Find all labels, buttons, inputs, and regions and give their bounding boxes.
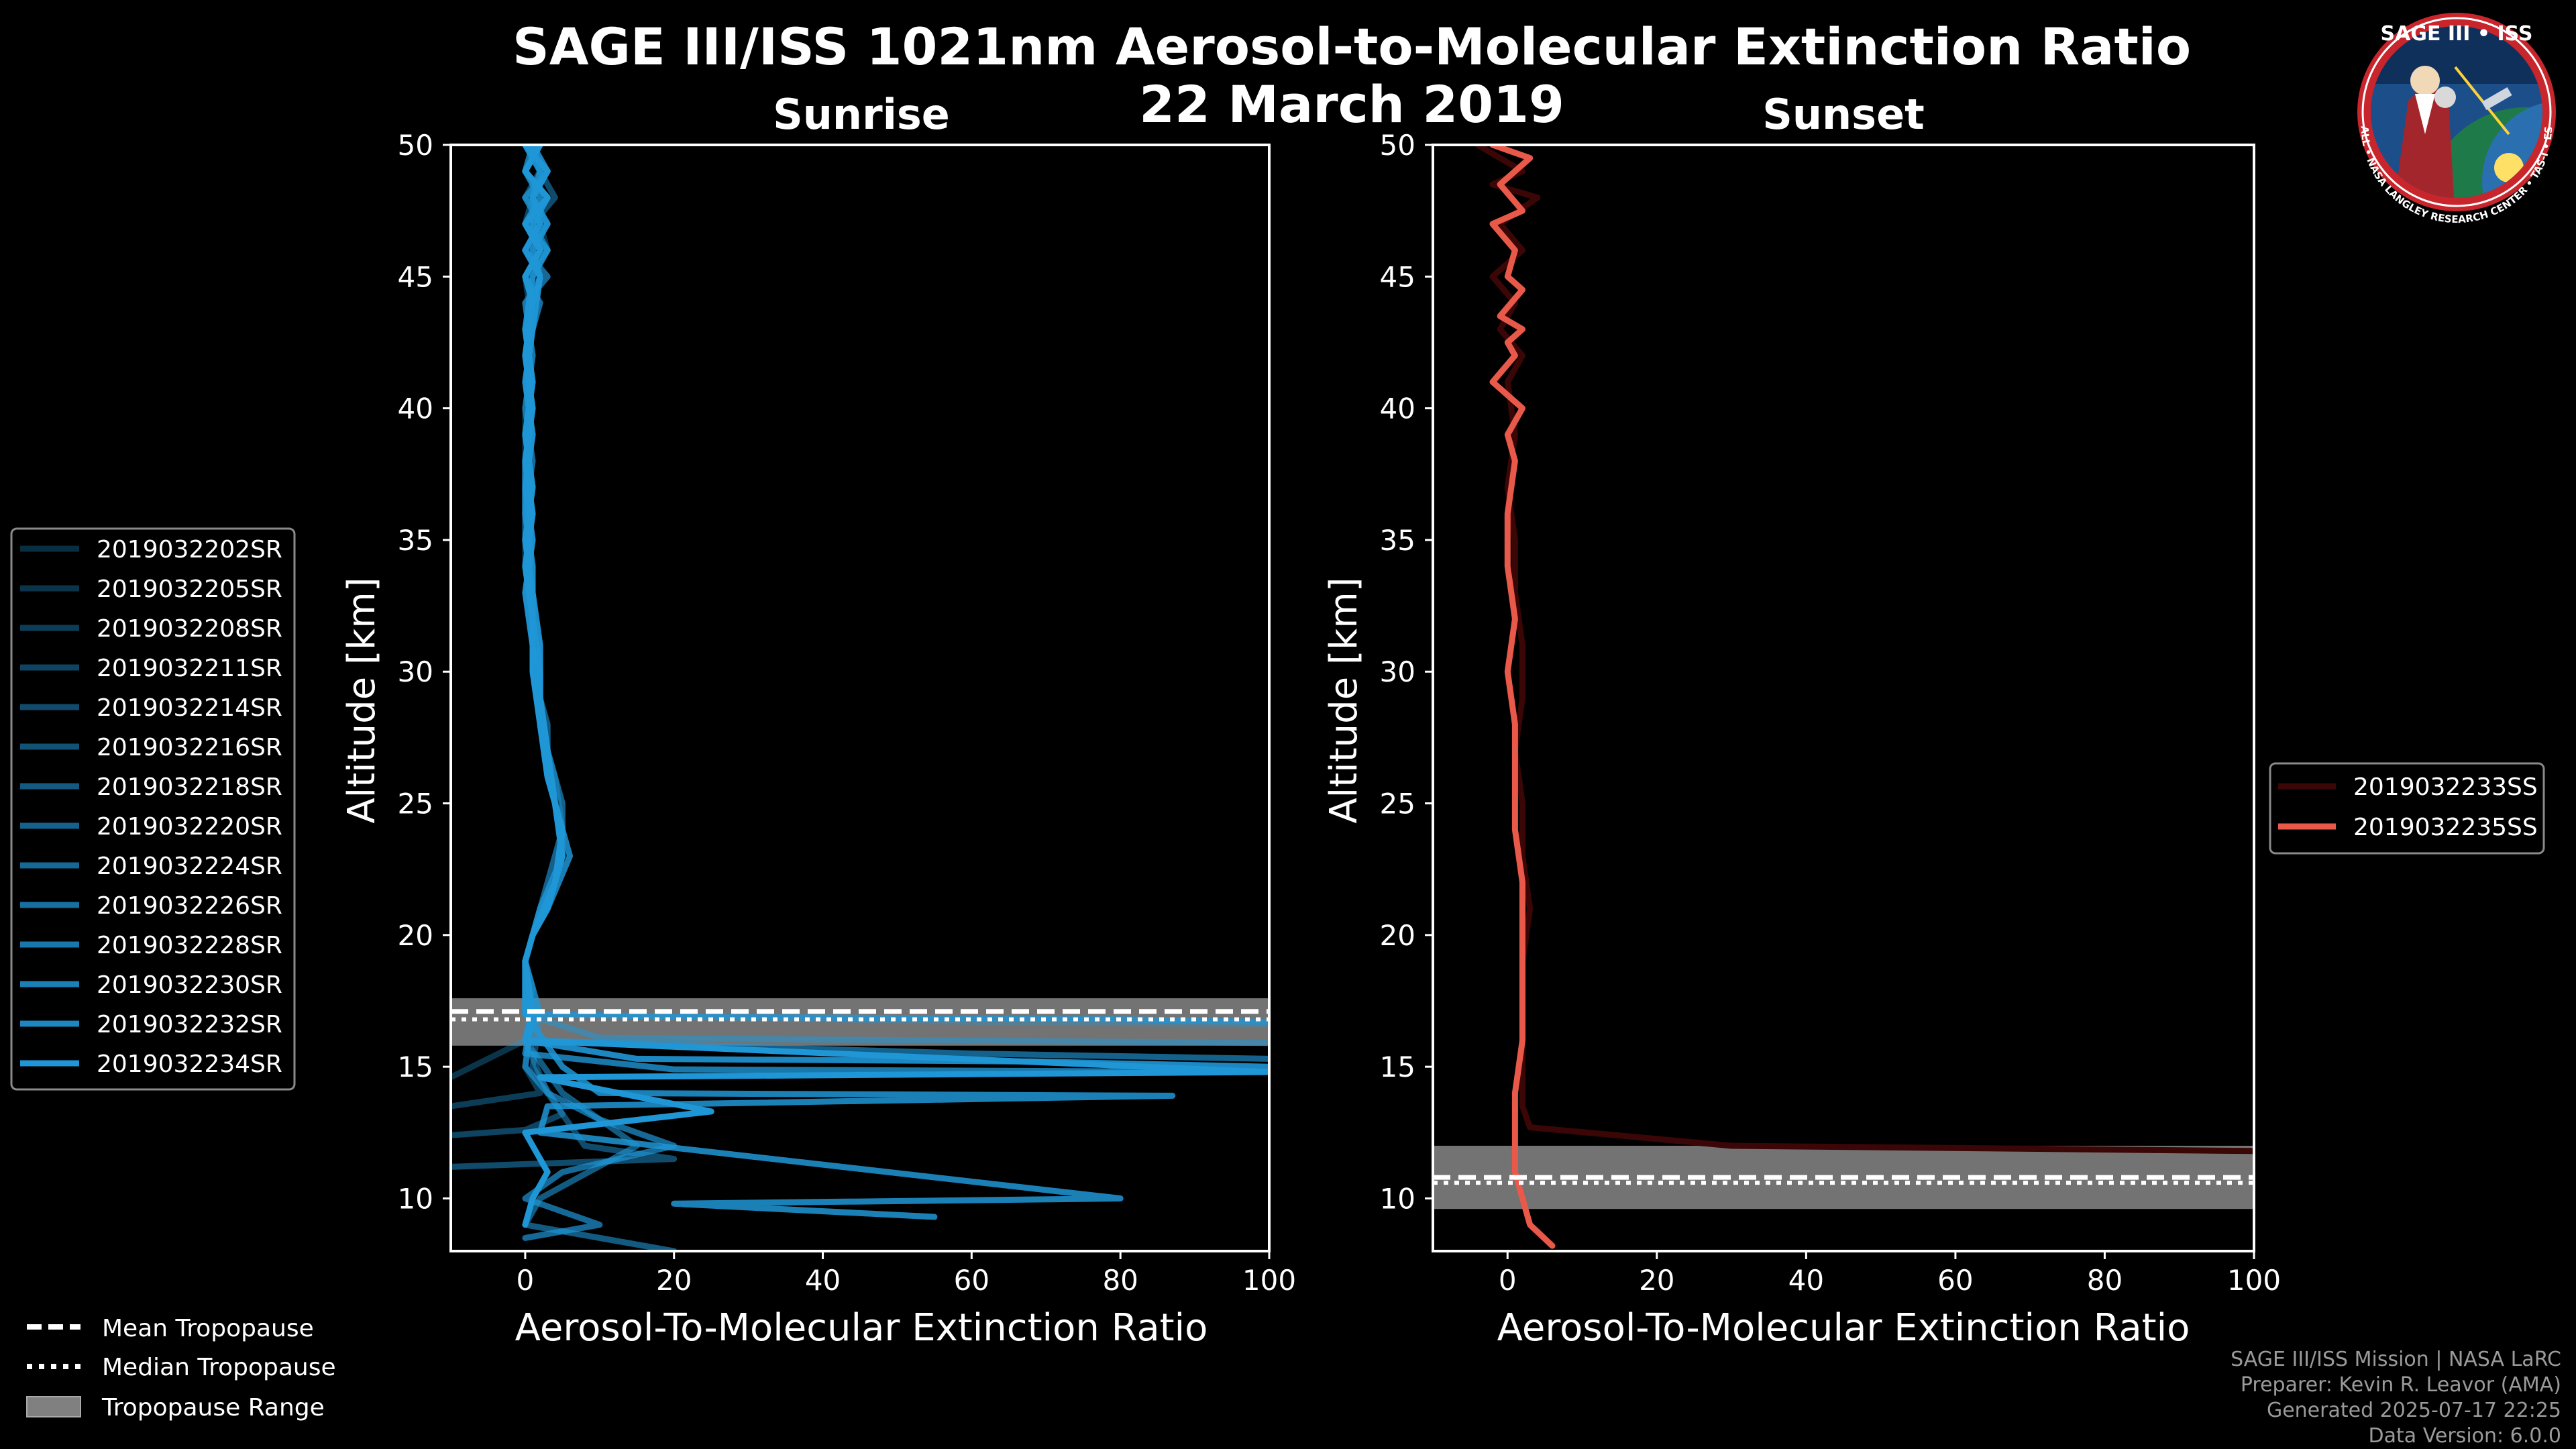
sunrise-legend-label: 2019032230SR — [97, 971, 282, 999]
tropopause-range-swatch — [26, 1396, 81, 1417]
sunrise-xtick-label: 0 — [517, 1264, 535, 1297]
sunrise-ytick-label: 20 — [398, 919, 433, 952]
sunrise-legend-label: 2019032234SR — [97, 1051, 282, 1078]
sunset-legend-label: 2019032235SS — [2353, 814, 2538, 841]
sunrise-legend: 2019032202SR 2019032205SR 2019032208SR 2019… — [10, 527, 296, 1091]
sunrise-legend-label: 2019032218SR — [97, 773, 282, 801]
sunset-ytick-label: 50 — [1380, 129, 1415, 162]
sunrise-ytick-label: 50 — [398, 129, 433, 162]
footer-line2: Preparer: Kevin R. Leavor (AMA) — [2241, 1373, 2561, 1397]
sunrise-series-2019032228SR — [522, 145, 1269, 1075]
sunrise-series-2019032232SR — [522, 145, 1269, 1070]
figure-title: SAGE III/ISS 1021nm Aerosol-to-Molecular… — [513, 17, 2191, 76]
sunrise-legend-label: 2019032208SR — [97, 615, 282, 643]
figure-subtitle: 22 March 2019 — [1139, 74, 1564, 134]
sunrise-series-2019032234SR — [522, 145, 1269, 1228]
sunrise-ylabel: Altitude [km] — [340, 577, 384, 823]
tropopause-range-label: Tropopause Range — [101, 1394, 325, 1421]
sunrise-title: Sunrise — [773, 90, 950, 139]
sunset-legend-label: 2019032233SS — [2353, 773, 2538, 801]
sunset-xtick-label: 60 — [1937, 1264, 1973, 1297]
sunrise-legend-label: 2019032220SR — [97, 813, 282, 841]
sunrise-ytick-label: 35 — [398, 524, 433, 557]
footer-line3: Generated 2025-07-17 22:25 — [2267, 1399, 2561, 1422]
sunrise-legend-label: 2019032224SR — [97, 853, 282, 880]
sunrise-xtick-label: 80 — [1102, 1264, 1138, 1297]
sunrise-legend-label: 2019032205SR — [97, 576, 282, 603]
sunset-ytick-label: 35 — [1380, 524, 1415, 557]
footer: SAGE III/ISS Mission | NASA LaRC Prepare… — [2231, 1348, 2561, 1448]
sunset-xtick-label: 20 — [1639, 1264, 1674, 1297]
sunrise-series-2019032211SR — [451, 145, 566, 1138]
sunrise-legend-label: 2019032232SR — [97, 1011, 282, 1038]
sunset-xtick-label: 0 — [1499, 1264, 1517, 1297]
median-tropopause-label: Median Tropopause — [102, 1354, 336, 1381]
sunrise-xlabel: Aerosol-To-Molecular Extinction Ratio — [515, 1306, 1208, 1350]
sunrise-axes-frame — [449, 144, 1271, 1252]
sunrise-legend-label: 2019032226SR — [97, 892, 282, 920]
sunrise-xtick-label: 40 — [805, 1264, 841, 1297]
tropopause-legend: Mean Tropopause Median Tropopause Tropop… — [26, 1315, 336, 1421]
sunrise-legend-label: 2019032211SR — [97, 655, 282, 682]
sunset-xtick-label: 100 — [2227, 1264, 2281, 1297]
sunset-xtick-label: 80 — [2087, 1264, 2123, 1297]
sunset-xtick-label: 40 — [1788, 1264, 1824, 1297]
sunrise-ytick-label: 25 — [398, 788, 433, 820]
sunrise-legend-label: 2019032228SR — [97, 932, 282, 959]
sunrise-legend-label: 2019032216SR — [97, 734, 282, 761]
sunrise-series-2019032208SR — [451, 145, 573, 1110]
footer-line4: Data Version: 6.0.0 — [2369, 1424, 2561, 1448]
mean-tropopause-label: Mean Tropopause — [102, 1315, 314, 1342]
sunset-ytick-label: 20 — [1380, 919, 1415, 952]
sunrise-legend-label: 2019032214SR — [97, 694, 282, 722]
sunset-ytick-label: 30 — [1380, 655, 1415, 688]
sunrise-series-2019032205SR — [451, 145, 566, 1081]
sunrise-series-2019032220SR — [522, 145, 1269, 1062]
sunrise-xtick-label: 60 — [954, 1264, 989, 1297]
sunset-xlabel: Aerosol-To-Molecular Extinction Ratio — [1497, 1306, 2190, 1350]
sunrise-xtick-label: 20 — [656, 1264, 692, 1297]
footer-line1: SAGE III/ISS Mission | NASA LaRC — [2231, 1348, 2561, 1371]
sunset-series-2019032233SS — [1474, 145, 2254, 1155]
sunset-axes-frame — [1432, 144, 2255, 1252]
sunset-panel: Sunset Aerosol-To-Molecular Extinction R… — [1322, 90, 2281, 1350]
logo-text: SAGE III • ISS — [2381, 22, 2533, 46]
sunset-title: Sunset — [1762, 90, 1925, 139]
sunrise-series-2019032202SR — [522, 145, 1269, 1028]
sunrise-ytick-label: 40 — [398, 392, 433, 425]
sunset-ytick-label: 25 — [1380, 788, 1415, 820]
sunset-ytick-label: 15 — [1380, 1051, 1415, 1083]
sunrise-xtick-label: 100 — [1242, 1264, 1296, 1297]
sunset-ytick-label: 45 — [1380, 260, 1415, 293]
sunrise-ytick-label: 10 — [398, 1182, 433, 1215]
sunrise-series-2019032216SR — [522, 145, 1269, 1046]
sunset-legend: 2019032233SS 2019032235SS — [2269, 762, 2545, 855]
sunrise-ytick-label: 30 — [398, 655, 433, 688]
sunrise-panel: Sunrise Aerosol-To-Molecular Extinction … — [340, 90, 1296, 1350]
sunset-ytick-label: 40 — [1380, 392, 1415, 425]
sunset-series-2019032235SS — [1489, 145, 1556, 1249]
sunrise-series-2019032226SR — [522, 145, 1269, 1025]
sunrise-ytick-label: 15 — [398, 1051, 433, 1083]
sunrise-ytick-label: 45 — [398, 260, 433, 293]
sunrise-legend-label: 2019032202SR — [97, 536, 282, 564]
sunset-ytick-label: 10 — [1380, 1182, 1415, 1215]
sunset-ylabel: Altitude [km] — [1322, 577, 1366, 823]
